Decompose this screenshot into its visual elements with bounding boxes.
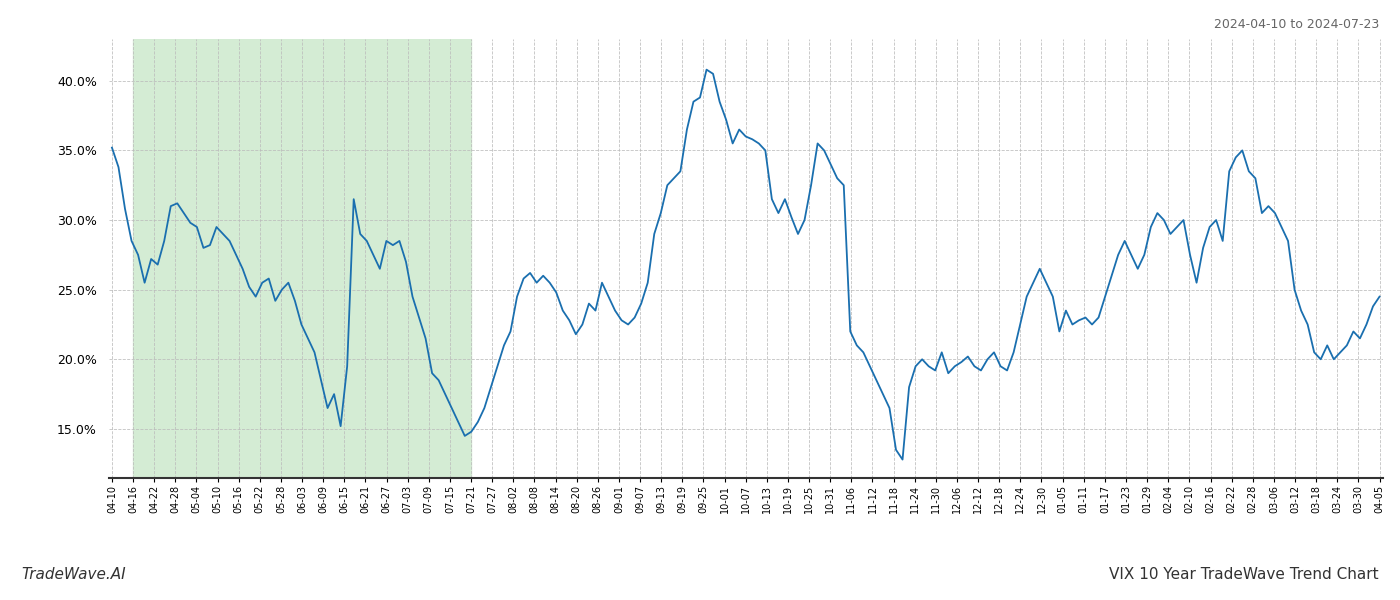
Text: TradeWave.AI: TradeWave.AI [21, 567, 126, 582]
Text: VIX 10 Year TradeWave Trend Chart: VIX 10 Year TradeWave Trend Chart [1109, 567, 1379, 582]
Bar [133, 39, 470, 478]
Text: 2024-04-10 to 2024-07-23: 2024-04-10 to 2024-07-23 [1214, 18, 1379, 31]
